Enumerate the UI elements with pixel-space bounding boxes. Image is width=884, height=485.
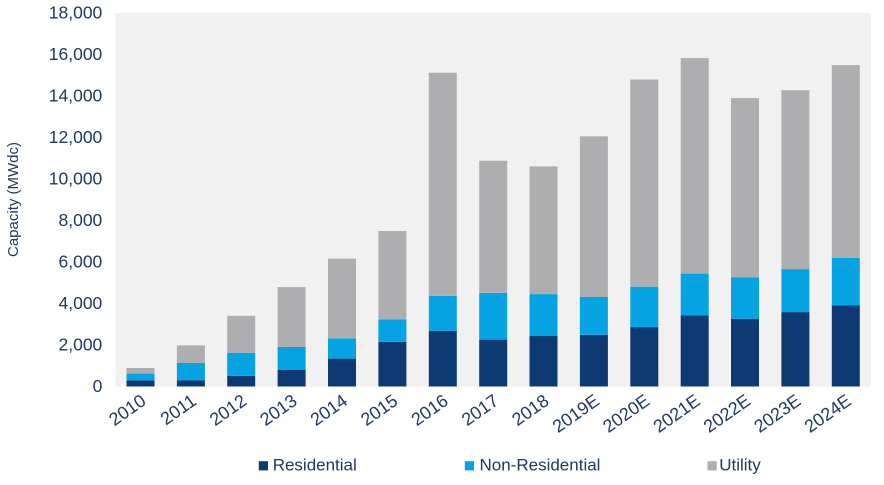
- svg-text:8,000: 8,000: [59, 210, 103, 230]
- svg-text:16,000: 16,000: [49, 44, 103, 64]
- svg-text:2024E: 2024E: [801, 390, 855, 436]
- svg-text:18,000: 18,000: [49, 3, 103, 23]
- svg-text:2,000: 2,000: [59, 335, 103, 355]
- svg-text:2021E: 2021E: [650, 390, 704, 436]
- svg-text:2023E: 2023E: [750, 390, 804, 436]
- svg-text:4,000: 4,000: [59, 293, 103, 313]
- svg-text:0: 0: [93, 376, 103, 396]
- svg-text:2012: 2012: [206, 390, 250, 429]
- svg-text:10,000: 10,000: [49, 169, 103, 189]
- svg-text:2016: 2016: [408, 390, 452, 429]
- svg-text:2022E: 2022E: [700, 390, 754, 436]
- svg-text:12,000: 12,000: [49, 127, 103, 147]
- svg-text:14,000: 14,000: [49, 86, 103, 106]
- svg-text:Utility: Utility: [719, 455, 761, 474]
- svg-text:Capacity (MWdc): Capacity (MWdc): [5, 142, 22, 257]
- svg-text:2013: 2013: [256, 390, 300, 429]
- svg-text:2011: 2011: [157, 390, 200, 429]
- svg-text:Residential: Residential: [273, 455, 357, 474]
- svg-text:2015: 2015: [357, 390, 401, 429]
- svg-text:2010: 2010: [105, 390, 149, 429]
- svg-text:2014: 2014: [307, 390, 351, 429]
- svg-text:2017: 2017: [458, 390, 502, 429]
- svg-text:2019E: 2019E: [549, 390, 603, 436]
- svg-text:2020E: 2020E: [599, 390, 653, 436]
- svg-text:Non-Residential: Non-Residential: [480, 455, 601, 474]
- svg-text:2018: 2018: [508, 390, 552, 429]
- svg-text:6,000: 6,000: [59, 252, 103, 272]
